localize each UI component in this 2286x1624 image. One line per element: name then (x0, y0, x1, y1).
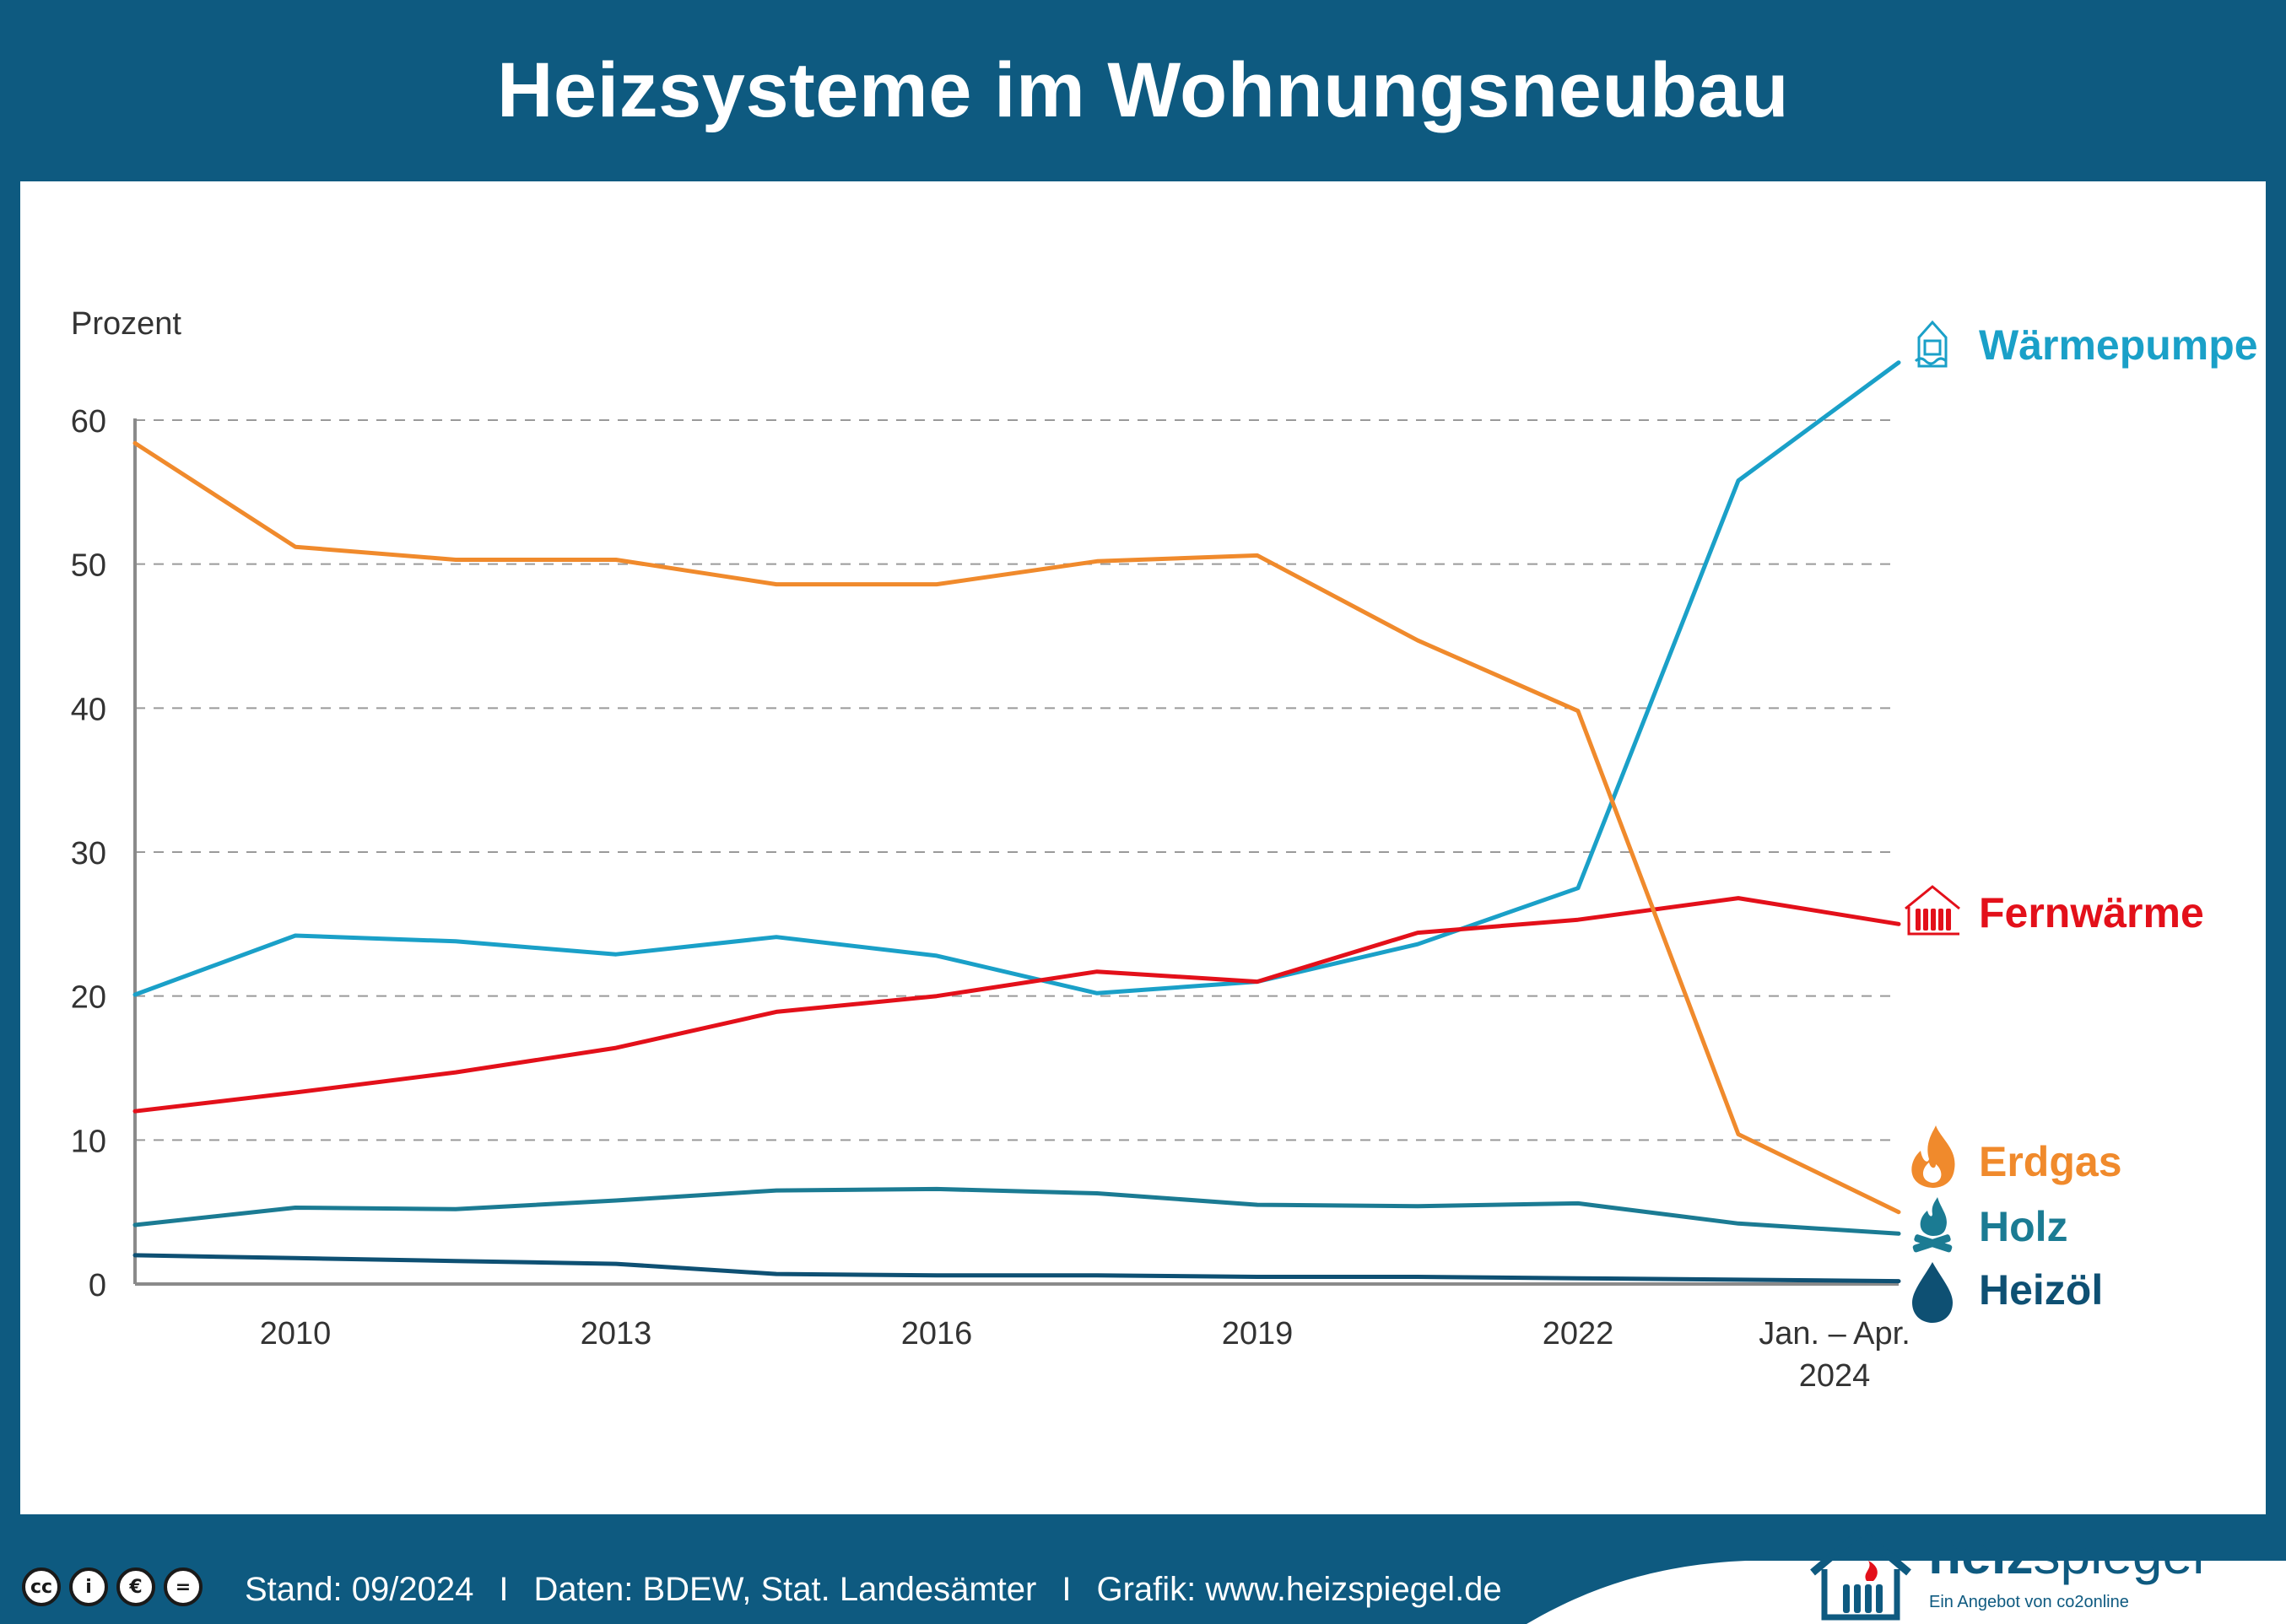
flame-icon (1911, 1125, 1955, 1188)
wood-log (1914, 1234, 1953, 1253)
footer-credits: Stand: 09/2024 I Daten: BDEW, Stat. Landes… (245, 1571, 1502, 1609)
radiator-roof (1905, 885, 1960, 910)
footer-separator: I (1062, 1571, 1072, 1608)
x-tick-label: 2022 (1543, 1316, 1614, 1352)
footer-wave (1527, 1561, 2286, 1624)
line-chart: 0 10 20 30 40 50 60 2010 2013 2016 2019 2022 Jan. – … (71, 306, 2258, 1394)
oil-drop (1912, 1262, 1953, 1323)
radiator-fin (1946, 909, 1951, 931)
footer-separator: I (499, 1571, 509, 1608)
series-line-radiator (132, 896, 1901, 1114)
radiator-fin (1938, 909, 1943, 931)
logo-subtitle: Ein Angebot von co2online (1929, 1593, 2129, 1611)
gridlines (135, 419, 1899, 1141)
series-line-flame (132, 440, 1901, 1215)
header-bar: Heizsysteme im Wohnungsneubau (0, 0, 2286, 181)
heizspiegel-logo[interactable]: heizspiegel Ein Angebot von co2online (1806, 1520, 2211, 1621)
wood-fire-icon (1912, 1197, 1953, 1253)
heat-pump-icon (1914, 320, 1948, 368)
footer-source: Daten: BDEW, Stat. Landesämter (533, 1571, 1037, 1608)
y-tick-label: 10 (71, 1124, 106, 1159)
chart-title: Heizsysteme im Wohnungsneubau (496, 47, 1790, 133)
oil-drop-icon (1912, 1262, 1953, 1323)
heat-pump-coil (1914, 357, 1948, 365)
x-tick-label: 2010 (260, 1316, 332, 1352)
by-icon: i (69, 1567, 108, 1606)
house-radiator-icon (1810, 1528, 1911, 1621)
axes: 0 10 20 30 40 50 60 2010 2013 2016 2019 2022 Jan. – … (71, 404, 1910, 1394)
series-line-wood-fire (132, 1186, 1901, 1236)
nc-icon: € (116, 1567, 155, 1606)
y-tick-label: 60 (71, 404, 106, 440)
heat-pump-box (1923, 339, 1942, 356)
y-tick-label: 40 (71, 692, 106, 727)
radiator-fin (1916, 909, 1921, 931)
y-axis-label: Prozent (71, 306, 181, 342)
chart-panel (20, 181, 2266, 1514)
wood-flame (1920, 1197, 1947, 1236)
flame-inner (1922, 1163, 1942, 1183)
series-label: Erdgas (1979, 1138, 2122, 1185)
cc-icon: cc (22, 1567, 61, 1606)
x-tick-label: 2013 (581, 1316, 652, 1352)
radiator-fin (1931, 909, 1936, 931)
x-tick-label: Jan. – Apr. 2024 (1759, 1316, 1910, 1394)
x-tick-label: 2019 (1222, 1316, 1294, 1352)
series-label: Heizöl (1979, 1266, 2103, 1314)
series-label: Fernwärme (1979, 889, 2204, 936)
y-tick-label: 20 (71, 980, 106, 1016)
series-label: Wärmepumpe (1979, 321, 2258, 369)
nd-icon: = (164, 1567, 203, 1606)
series-line-oil-drop (132, 1253, 1901, 1284)
footer-website[interactable]: Grafik: www.heizspiegel.de (1096, 1571, 1502, 1608)
series-labels: Wärmepumpe Fernwärme Erdgas Holz Heizöl (1905, 320, 2258, 1323)
heat-pump-house (1917, 320, 1948, 368)
radiator-fin (1923, 909, 1928, 931)
x-tick-label: 2016 (901, 1316, 973, 1352)
footer-stand: Stand: 09/2024 (245, 1571, 474, 1608)
series-label: Holz (1979, 1203, 2068, 1250)
license-icons: cc i € = (22, 1567, 203, 1606)
series-line-heat-pump (132, 360, 1901, 997)
logo-wordmark: heizspiegel (1928, 1524, 2205, 1585)
series-lines (132, 360, 1901, 1284)
y-tick-label: 30 (71, 836, 106, 871)
y-tick-label: 50 (71, 548, 106, 584)
flame-outer (1911, 1125, 1955, 1188)
radiator-wall (1907, 907, 1959, 936)
radiator-icon (1905, 885, 1960, 936)
y-tick-label: 0 (89, 1268, 106, 1303)
